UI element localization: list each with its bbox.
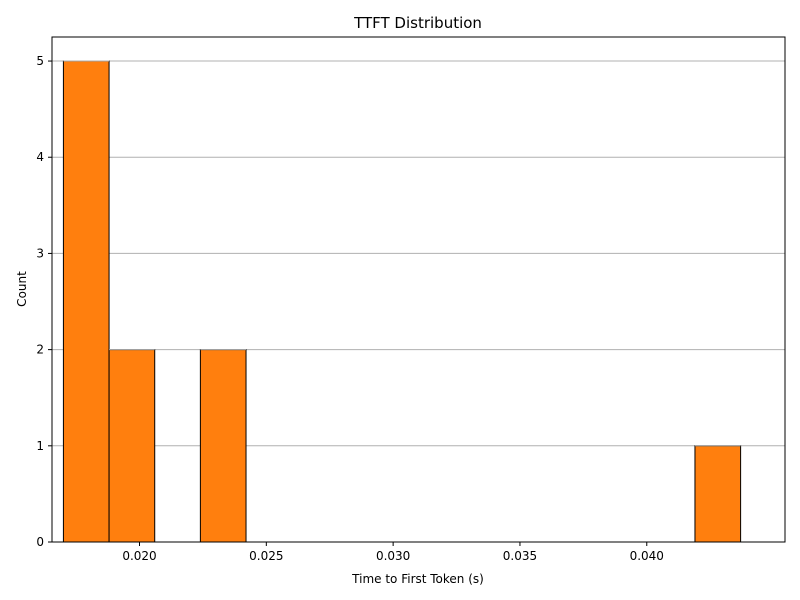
y-tick-label: 5	[36, 54, 44, 68]
y-axis-ticks: 0 1 2 3 4 5	[36, 54, 52, 549]
plot-frame	[51, 36, 786, 543]
histogram-bar	[199, 349, 247, 543]
y-tick-label: 1	[36, 439, 44, 453]
y-axis-title: Count	[15, 271, 29, 307]
histogram-bar	[694, 445, 742, 543]
y-tick-label: 2	[36, 343, 44, 357]
grid-lines	[52, 60, 785, 447]
y-tick-label: 3	[36, 246, 44, 260]
y-tick-label: 0	[36, 535, 44, 549]
x-tick-label: 0.025	[249, 549, 283, 563]
x-tick-label: 0.030	[376, 549, 410, 563]
x-axis-ticks: 0.020 0.025 0.030 0.035 0.040	[122, 542, 664, 563]
x-tick-label: 0.040	[630, 549, 664, 563]
y-tick-label: 4	[36, 150, 44, 164]
chart-title: TTFT Distribution	[353, 14, 482, 32]
x-axis-title: Time to First Token (s)	[351, 572, 484, 586]
histogram-bar	[62, 60, 110, 543]
bars	[62, 60, 742, 543]
histogram-bar	[108, 349, 156, 543]
x-tick-label: 0.035	[503, 549, 537, 563]
x-tick-label: 0.020	[122, 549, 156, 563]
